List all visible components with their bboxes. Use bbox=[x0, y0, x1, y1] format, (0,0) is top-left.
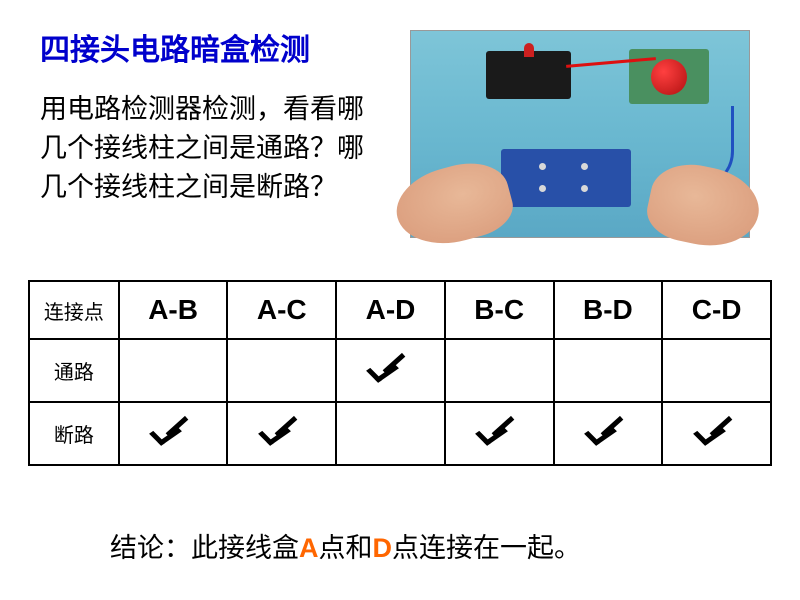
conclusion-text: 结论：此接线盒A点和D点连接在一起。 bbox=[110, 526, 581, 565]
table-cell bbox=[662, 402, 771, 465]
checkmark-icon bbox=[153, 418, 193, 444]
table-column-header: C-D bbox=[662, 281, 771, 339]
photo-pin bbox=[581, 185, 588, 192]
conclusion-prefix: 结论：此接线盒 bbox=[110, 533, 299, 563]
table-cell bbox=[554, 339, 663, 402]
table-column-header: B-D bbox=[554, 281, 663, 339]
table-header-row: 连接点 A-B A-C A-D B-C B-D C-D bbox=[29, 281, 771, 339]
page-title: 四接头电路暗盒检测 bbox=[40, 25, 310, 69]
photo-circuit-board bbox=[501, 149, 631, 207]
table-row-label: 断路 bbox=[29, 402, 119, 465]
table-column-header: B-C bbox=[445, 281, 554, 339]
table-column-header: A-D bbox=[336, 281, 445, 339]
checkmark-icon bbox=[479, 418, 519, 444]
checkmark-icon bbox=[588, 418, 628, 444]
photo-pin bbox=[539, 185, 546, 192]
table-column-header: A-B bbox=[119, 281, 228, 339]
table-cell bbox=[119, 339, 228, 402]
table-row-label: 通路 bbox=[29, 339, 119, 402]
conclusion-mid: 点 bbox=[392, 533, 419, 563]
photo-pin bbox=[539, 163, 546, 170]
table-cell bbox=[445, 402, 554, 465]
table-body: 通路断路 bbox=[29, 339, 771, 465]
table-cell bbox=[336, 339, 445, 402]
table-row: 断路 bbox=[29, 402, 771, 465]
conclusion-mid: 点和 bbox=[319, 533, 373, 563]
table-corner-label: 连接点 bbox=[29, 281, 119, 339]
table-column-header: A-C bbox=[227, 281, 336, 339]
photo-hand-right bbox=[642, 156, 766, 255]
checkmark-icon bbox=[370, 355, 410, 381]
conclusion-suffix: 连接在一起。 bbox=[419, 533, 581, 563]
experiment-photo bbox=[410, 30, 750, 238]
photo-device-battery bbox=[629, 49, 709, 104]
description-text: 用电路检测器检测，看看哪几个接线柱之间是通路？哪几个接线柱之间是断路？ bbox=[40, 90, 370, 207]
photo-device-switch bbox=[486, 51, 571, 99]
table-cell bbox=[554, 402, 663, 465]
table-cell bbox=[227, 402, 336, 465]
conclusion-highlight: D bbox=[373, 533, 393, 563]
table-cell bbox=[227, 339, 336, 402]
table-row: 通路 bbox=[29, 339, 771, 402]
table-cell bbox=[336, 402, 445, 465]
conclusion-highlight: A bbox=[299, 533, 319, 563]
checkmark-icon bbox=[697, 418, 737, 444]
table-cell bbox=[119, 402, 228, 465]
photo-pin bbox=[581, 163, 588, 170]
table-cell bbox=[662, 339, 771, 402]
table-cell bbox=[445, 339, 554, 402]
checkmark-icon bbox=[262, 418, 302, 444]
photo-hand-left bbox=[388, 153, 518, 255]
results-table: 连接点 A-B A-C A-D B-C B-D C-D 通路断路 bbox=[28, 280, 772, 466]
